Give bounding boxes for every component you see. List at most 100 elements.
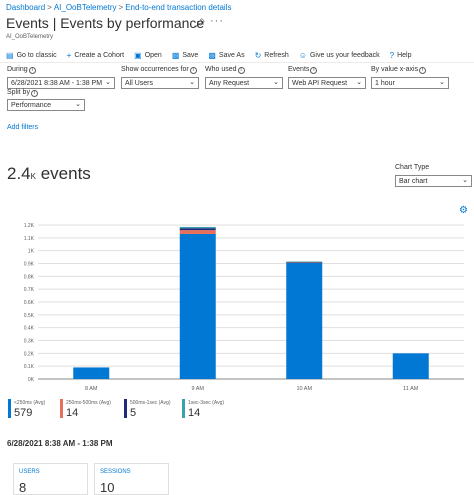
event-count-noun: events: [40, 164, 91, 183]
who-used-value: Any Request: [209, 80, 250, 87]
y-tick-label: 0.4K: [24, 326, 35, 332]
bar-segment: [286, 262, 323, 379]
toolbar-divider: [0, 62, 474, 63]
save-label: Save: [182, 51, 199, 59]
y-tick-label: 0.7K: [24, 287, 35, 293]
feedback-icon: ☺: [298, 50, 307, 60]
bar-segment: [179, 226, 216, 229]
bar-segment: [286, 262, 323, 263]
users-card[interactable]: USERS 8: [13, 463, 88, 495]
by-value-value: 1 hour: [375, 80, 395, 87]
info-icon: i: [30, 90, 38, 97]
breadcrumb-transaction[interactable]: End-to-end transaction details: [125, 3, 232, 12]
go-to-classic-label: Go to classic: [16, 51, 57, 59]
chevron-down-icon: ⌄: [105, 79, 111, 86]
refresh-button[interactable]: ↻ Refresh: [255, 49, 289, 61]
legend-series-name: <250ms (Avg): [14, 400, 46, 406]
chart-type-value: Bar chart: [399, 178, 428, 185]
time-range-heading: 6/28/2021 8:38 AM - 1:38 PM: [7, 439, 113, 448]
during-value: 6/28/2021 8:38 AM - 1:38 PM: [11, 80, 103, 87]
info-icon: i: [419, 67, 427, 74]
page-subtitle: AI_OoBTelemetry: [6, 34, 54, 40]
create-cohort-button[interactable]: + Create a Cohort: [67, 49, 124, 61]
sessions-card[interactable]: SESSIONS 10: [94, 463, 169, 495]
y-axis-ticks: 0K 0.1K 0.2K 0.3K 0.4K 0.5K 0.6K 0.7K 0.8K 0.9K 1K…: [24, 223, 35, 383]
y-tick-label: 0.3K: [24, 339, 35, 345]
refresh-icon: ↻: [254, 50, 262, 60]
bar-segment: [286, 261, 323, 263]
chevron-down-icon: ⌄: [189, 79, 195, 86]
occurrences-select[interactable]: All Users ⌄: [121, 77, 199, 89]
legend-series-name: 500ms-1sec (Avg): [130, 400, 171, 406]
breadcrumb-separator: >: [47, 3, 52, 12]
occurrences-label: Show occurrences for i: [121, 66, 197, 74]
more-options-icon[interactable]: ···: [210, 15, 224, 27]
by-value-label: By value x-axis i: [371, 66, 427, 74]
chevron-down-icon: ⌄: [356, 79, 362, 86]
chart-type-label: Chart Type: [395, 164, 430, 171]
split-by-value: Performance: [11, 102, 52, 109]
legend-series-name: 250ms-500ms (Avg): [66, 400, 111, 406]
save-button[interactable]: ▩ Save: [172, 49, 199, 61]
legend-swatch: [124, 399, 127, 418]
event-count: 2.4K events: [7, 164, 91, 184]
event-count-unit: K: [30, 172, 36, 181]
y-tick-label: 0.8K: [24, 274, 35, 280]
events-label-text: Events: [288, 66, 310, 73]
help-button[interactable]: ? Help: [390, 49, 412, 61]
go-to-classic-button[interactable]: ▤ Go to classic: [6, 49, 57, 61]
feedback-button[interactable]: ☺ Give us your feedback: [299, 49, 380, 61]
split-by-label: Split by i: [7, 89, 38, 97]
sessions-card-value: 10: [100, 480, 115, 495]
events-select[interactable]: Web API Request ⌄: [288, 77, 366, 89]
save-icon: ▩: [171, 50, 180, 60]
breadcrumb-dashboard[interactable]: Dashboard: [6, 3, 46, 12]
breadcrumb-resource[interactable]: AI_OoBTelemetry: [53, 3, 117, 12]
open-button[interactable]: ▣ Open: [134, 49, 162, 61]
x-tick-label: 8 AM: [85, 386, 98, 392]
y-tick-label: 0K: [28, 377, 35, 383]
event-count-value: 2.4: [7, 164, 31, 183]
who-used-select[interactable]: Any Request ⌄: [205, 77, 283, 89]
breadcrumb-separator: >: [118, 3, 124, 12]
x-tick-label: 10 AM: [296, 386, 312, 392]
save-as-button[interactable]: ▩ Save As: [208, 49, 244, 61]
add-filters-link[interactable]: Add filters: [7, 124, 39, 131]
split-by-select[interactable]: Performance ⌄: [7, 99, 85, 111]
legend-series-total: 5: [130, 407, 137, 419]
occurrences-value: All Users: [125, 80, 154, 87]
toolbar: ▤ Go to classic + Create a Cohort ▣ Open…: [6, 49, 422, 61]
info-icon: i: [28, 67, 36, 74]
legend-series-total: 14: [188, 407, 201, 419]
events-label: Events i: [288, 66, 318, 74]
chart-bars: [73, 226, 429, 379]
feedback-label: Give us your feedback: [309, 51, 380, 59]
during-label: During i: [7, 66, 36, 74]
users-card-label: USERS: [19, 469, 40, 475]
bar-segment: [179, 233, 216, 379]
legend-series-name: 1sec-3sec (Avg): [188, 400, 225, 406]
help-label: Help: [397, 51, 412, 59]
y-tick-label: 0.2K: [24, 351, 35, 357]
by-value-select[interactable]: 1 hour ⌄: [371, 77, 449, 89]
events-bar-chart: 0K 0.1K 0.2K 0.3K 0.4K 0.5K 0.6K 0.7K 0.8K 0.9K 1K…: [24, 223, 464, 392]
y-tick-label: 1K: [28, 249, 35, 255]
plus-icon: +: [66, 50, 72, 60]
legend-series-total: 579: [14, 407, 33, 419]
folder-icon: ▣: [134, 50, 142, 60]
info-icon: i: [237, 67, 245, 74]
during-select[interactable]: 6/28/2021 8:38 AM - 1:38 PM ⌄: [7, 77, 115, 89]
legend-swatch: [182, 399, 185, 418]
pin-icon[interactable]: 📌︎: [194, 18, 206, 28]
x-axis-ticks: 8 AM 9 AM 10 AM 11 AM: [85, 386, 419, 392]
chart-type-select[interactable]: Bar chart ⌄: [395, 175, 472, 187]
chevron-down-icon: ⌄: [273, 79, 279, 86]
chart-settings-icon[interactable]: ⚙: [459, 205, 468, 216]
y-tick-label: 1.2K: [24, 223, 35, 229]
legend-series-total: 14: [66, 407, 79, 419]
events-value: Web API Request: [292, 80, 348, 87]
by-value-label-text: By value x-axis: [371, 66, 419, 73]
y-tick-label: 0.6K: [24, 300, 35, 306]
split-by-label-text: Split by: [7, 89, 30, 96]
y-tick-label: 0.9K: [24, 262, 35, 268]
